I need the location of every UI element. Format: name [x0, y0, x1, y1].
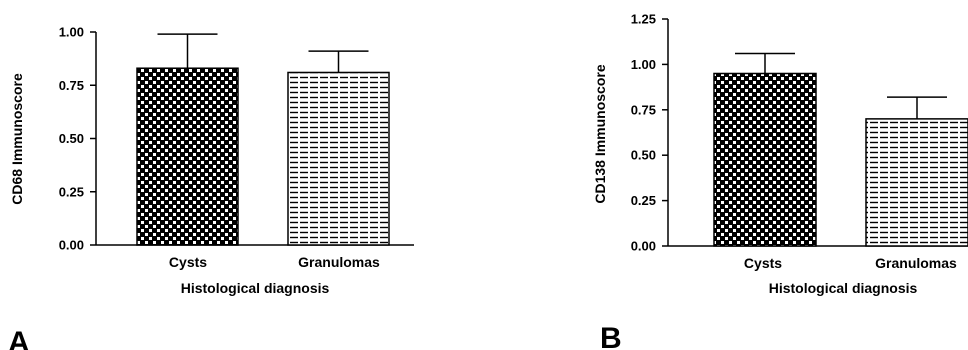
panel-b-letter: B [600, 322, 622, 350]
panel-b-bar-cysts [713, 72, 817, 247]
panel-a-category-label: Cysts [169, 254, 207, 270]
panel-b-y-tick-label: 1.25 [631, 12, 656, 27]
panel-a-y-tick-label: 0.00 [59, 238, 84, 253]
panel-a-letter: A [8, 326, 30, 350]
panel-a-category-label: Granulomas [298, 254, 380, 270]
panel-a-bar-granulomas [287, 71, 390, 246]
panel-a-y-axis-title: CD68 Immunoscore [9, 73, 25, 205]
panel-b-bar-granulomas [865, 118, 968, 247]
panel-b-y-tick-label: 0.25 [631, 193, 656, 208]
panel-b-y-tick-label: 1.00 [631, 57, 656, 72]
panel-a-y-tick-label: 0.75 [59, 78, 84, 93]
panel-b-y-tick-label: 0.00 [631, 239, 656, 254]
panel-a-y-tick-label: 0.50 [59, 131, 84, 146]
panel-a-y-tick-label: 1.00 [59, 25, 84, 40]
panel-b-y-axis-title: CD138 Immunoscore [592, 64, 608, 203]
panel-b: 0.00 0.25 0.50 0.75 1.00 1.25 Cysts Granulomas H… [592, 12, 968, 350]
panel-b-x-axis-title: Histological diagnosis [769, 280, 918, 296]
panel-b-y-tick-label: 0.50 [631, 148, 656, 163]
panel-a-x-axis-title: Histological diagnosis [181, 280, 330, 296]
panel-b-category-label: Cysts [744, 255, 782, 271]
panel-a-y-tick-label: 0.25 [59, 184, 84, 199]
panel-a: 0.00 0.25 0.50 0.75 1.00 Cysts Granulomas Histo… [8, 25, 414, 350]
panel-b-category-label: Granulomas [875, 255, 957, 271]
panel-a-bar-cysts [136, 67, 239, 246]
panel-b-y-tick-label: 0.75 [631, 102, 656, 117]
